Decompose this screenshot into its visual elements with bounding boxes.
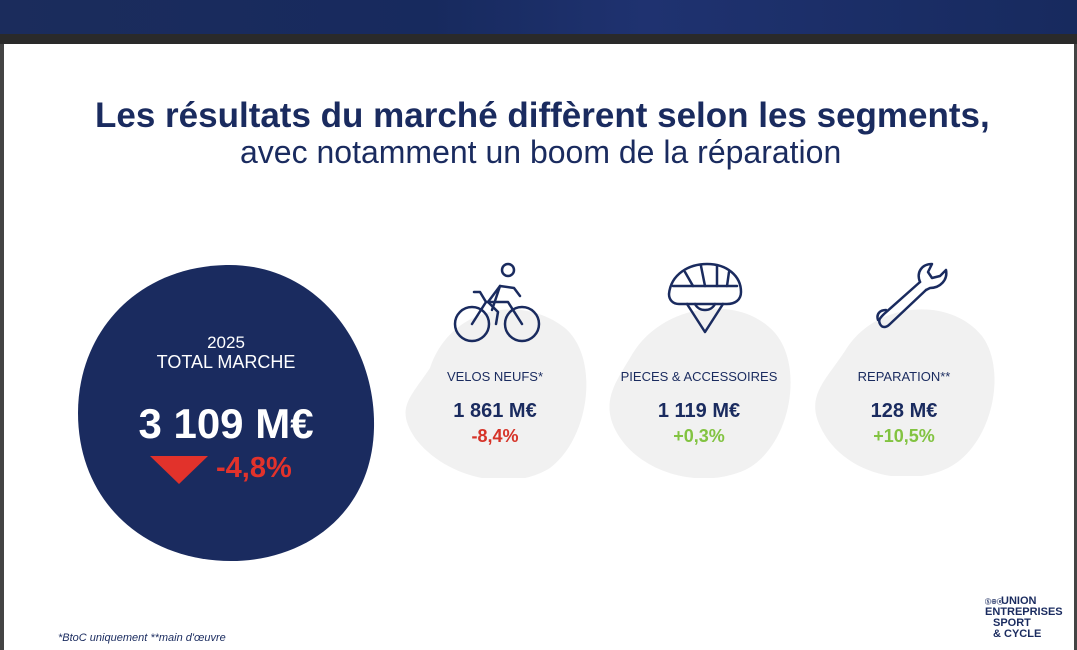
segment-change-reparation: +10,5% <box>873 426 935 446</box>
segment-value-pieces: 1 119 M€ <box>657 400 741 422</box>
segment-change-pieces: +0,3% <box>673 426 725 446</box>
logo-line4: & CYCLE <box>993 628 1042 640</box>
slide-subtitle: avec notamment un boom de la réparation <box>240 134 842 170</box>
segment-label-velos: VELOS NEUFS* <box>446 369 544 384</box>
helmet-icon <box>667 262 743 334</box>
segment-value-reparation: 128 M€ <box>870 400 938 422</box>
total-change: -4,8% <box>216 452 292 484</box>
total-label: TOTAL MARCHE <box>156 352 296 372</box>
bicycle-icon <box>453 262 541 343</box>
segment-bg-velos <box>405 309 587 478</box>
logo-line3: SPORT <box>993 617 1031 629</box>
segment-label-pieces: PIECES & ACCESSOIRES <box>620 369 778 384</box>
arrow-down-icon <box>150 456 208 484</box>
total-year: 2025 <box>207 333 245 352</box>
segment-change-velos: -8,4% <box>471 426 519 446</box>
segment-bg-pieces <box>609 308 791 478</box>
slide-title: Les résultats du marché diffèrent selon … <box>95 96 990 135</box>
logo-prefix: Ⓢ⊕ⓔ <box>985 600 1004 606</box>
segment-value-velos: 1 861 M€ <box>453 400 537 422</box>
logo-line1: UNION <box>1001 595 1037 607</box>
segment-bg-reparation <box>815 309 995 476</box>
top-banner <box>0 0 1077 34</box>
footnote: *BtoC uniquement **main d'œuvre <box>58 632 226 644</box>
total-market-blob <box>78 264 375 561</box>
wrench-icon <box>876 262 948 329</box>
union-sport-cycle-logo: Ⓢ⊕ⓔ UNION ENTREPRISES SPORT & CYCLE <box>985 596 1065 640</box>
left-border <box>0 44 4 650</box>
banner-divider <box>0 34 1077 44</box>
segment-label-reparation: REPARATION** <box>857 369 951 384</box>
right-border <box>1074 44 1077 650</box>
total-value: 3 109 M€ <box>138 400 314 447</box>
logo-line2: ENTREPRISES <box>985 606 1063 618</box>
